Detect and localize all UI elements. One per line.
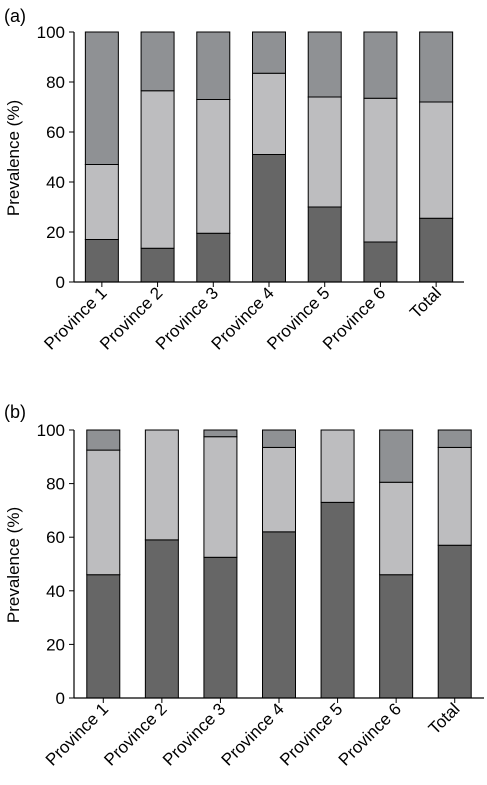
bar-segment-bottom	[140, 247, 175, 283]
bar-segment-middle	[84, 164, 119, 240]
y-tick-label-b: 40	[46, 582, 65, 601]
category-label-b: Province 3	[159, 699, 229, 769]
bar-segment-top	[262, 429, 296, 448]
y-axis-label-b: Prevalence (%)	[4, 507, 23, 623]
y-tick-label-b: 100	[37, 421, 65, 440]
bar-segment-middle	[307, 96, 342, 208]
bar-segment-top	[363, 31, 398, 99]
bar-segment-bottom	[86, 574, 121, 699]
bar-segment-bottom	[379, 574, 414, 699]
y-axis-label-a: Prevalence (%)	[4, 100, 23, 216]
bar-segment-bottom	[419, 217, 454, 283]
bar-segment-bottom	[437, 544, 472, 699]
bar-segment-middle	[140, 90, 175, 249]
panel-a: (a) Prevalence (%) 020406080100Province …	[4, 6, 464, 354]
bar-segment-top	[203, 429, 238, 438]
bar-segment-top	[419, 31, 454, 103]
bar-segment-middle	[144, 429, 179, 541]
bar-segment-bottom	[262, 531, 296, 699]
bar-segment-bottom	[144, 539, 179, 699]
category-label-a: Total	[406, 283, 445, 322]
y-tick-label-a: 100	[37, 23, 65, 42]
y-tick-label-a: 60	[46, 123, 65, 142]
bar-segment-top	[86, 429, 121, 451]
bar-segment-top	[196, 31, 231, 100]
y-tick-label-b: 20	[46, 635, 65, 654]
bar-segment-middle	[262, 446, 296, 533]
bar-segment-bottom	[252, 154, 286, 283]
y-tick-label-b: 0	[56, 689, 65, 708]
bar-segment-top	[307, 31, 342, 98]
y-tick-label-b: 60	[46, 528, 65, 547]
y-tick-label-a: 20	[46, 223, 65, 242]
bar-segment-middle	[252, 72, 286, 155]
bar-segment-top	[84, 31, 119, 165]
y-tick-label-b: 80	[46, 475, 65, 494]
bar-segment-middle	[419, 101, 454, 219]
y-tick-label-a: 40	[46, 173, 65, 192]
bar-segment-top	[437, 429, 472, 448]
bar-segment-middle	[437, 446, 472, 546]
bar-segment-middle	[196, 99, 231, 234]
bar-segment-middle	[363, 97, 398, 243]
bar-segment-bottom	[363, 241, 398, 283]
bar-segment-top	[379, 429, 414, 483]
y-tick-label-a: 80	[46, 73, 65, 92]
bar-segment-top	[252, 31, 286, 74]
panel-label-a: (a)	[4, 6, 26, 26]
bar-segment-bottom	[320, 501, 355, 699]
bar-segment-bottom	[196, 232, 231, 283]
category-label-b: Province 5	[276, 699, 346, 769]
bar-segment-middle	[203, 436, 238, 558]
panel-label-b: (b)	[4, 402, 26, 422]
bar-segment-middle	[320, 429, 355, 503]
bar-segment-middle	[86, 449, 121, 576]
bar-segment-top	[140, 31, 175, 92]
bar-segment-bottom	[203, 556, 238, 699]
bar-segment-bottom	[84, 239, 119, 283]
category-label-b: Province 1	[42, 699, 112, 769]
bar-segment-bottom	[307, 206, 342, 283]
category-label-b: Province 4	[218, 699, 288, 769]
bar-segment-middle	[379, 481, 414, 576]
y-tick-label-a: 0	[56, 273, 65, 292]
category-label-b: Total	[425, 699, 464, 738]
panel-b: (b) Prevalence (%) 0 20 40 60 80 100 Province …	[4, 402, 484, 770]
category-label-b: Province 2	[100, 699, 170, 769]
category-label-b: Province 6	[335, 699, 405, 769]
